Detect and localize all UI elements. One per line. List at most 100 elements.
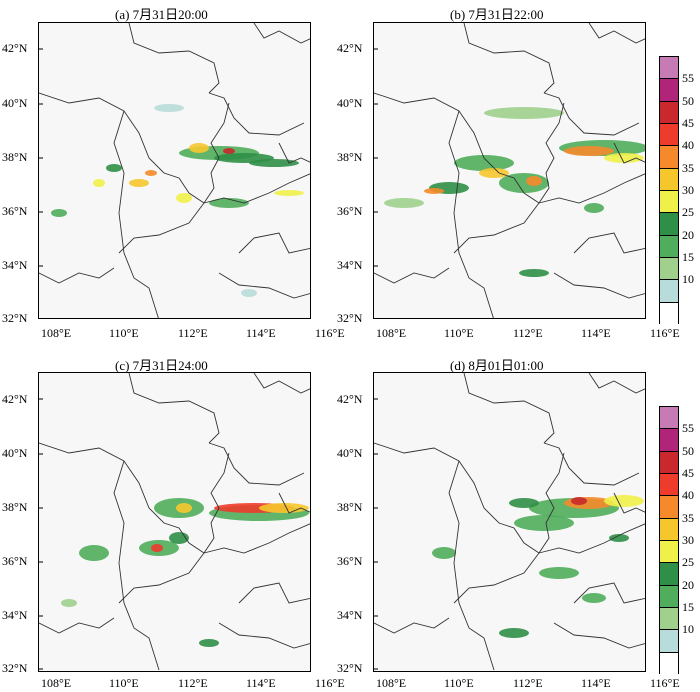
lat-label: 40°N (337, 446, 362, 461)
precipitation-area (106, 164, 122, 172)
colorbar-level-label: 45 (682, 466, 694, 481)
lat-label: 40°N (2, 96, 27, 111)
precipitation-area (51, 209, 67, 217)
lat-label: 42°N (337, 392, 362, 407)
precipitation-area (519, 269, 549, 277)
province-boundary (209, 443, 304, 485)
map-canvas (374, 373, 645, 671)
province-boundary (589, 373, 645, 393)
precipitation-area (424, 188, 444, 194)
province-boundary (119, 553, 204, 603)
lon-label: 112°E (178, 326, 208, 341)
lon-label: 114°E (581, 676, 611, 691)
lon-label: 108°E (376, 326, 406, 341)
precipitation-area (571, 497, 587, 505)
colorbar-cell (660, 79, 678, 101)
precipitation-area (151, 544, 163, 552)
lat-label: 36°N (337, 554, 362, 569)
precipitation-area (176, 503, 192, 513)
precipitation-area (249, 159, 299, 167)
colorbar-cell (660, 653, 678, 675)
precipitation-area (604, 153, 644, 163)
precipitation-area (189, 143, 209, 153)
colorbar-cell (660, 280, 678, 302)
map-canvas (39, 373, 310, 671)
colorbar-level-label: 55 (682, 421, 694, 436)
province-boundary (254, 23, 310, 43)
colorbar-cell (660, 124, 678, 146)
province-boundary (239, 583, 310, 603)
colorbar-cell (660, 146, 678, 168)
province-boundary (554, 623, 645, 648)
lon-label: 110°E (444, 326, 474, 341)
colorbar-cell (660, 258, 678, 280)
colorbar-cell (660, 303, 678, 325)
map-panel-a (38, 22, 311, 319)
province-boundary (374, 443, 539, 553)
map-panel-b (373, 22, 646, 319)
province-boundary (539, 173, 645, 203)
colorbar-cell (660, 541, 678, 563)
colorbar-level-label: 45 (682, 116, 694, 131)
colorbar-cell (660, 496, 678, 518)
lon-label: 112°E (513, 326, 543, 341)
colorbar-cell (660, 519, 678, 541)
map-canvas (39, 23, 310, 318)
province-boundary (114, 111, 159, 318)
lat-label: 42°N (2, 41, 27, 56)
lon-label: 116°E (650, 676, 680, 691)
lat-label: 34°N (2, 258, 27, 273)
precipitation-area (61, 599, 77, 607)
precipitation-area (484, 107, 564, 119)
province-boundary (454, 553, 539, 603)
colorbar-cell (660, 474, 678, 496)
province-boundary (219, 273, 310, 298)
lat-label: 42°N (337, 41, 362, 56)
colorbar-level-label: 10 (682, 272, 694, 287)
lon-label: 114°E (246, 676, 276, 691)
lat-label: 32°N (337, 661, 362, 676)
lat-label: 38°N (2, 500, 27, 515)
province-boundary (204, 523, 310, 553)
precipitation-area (199, 639, 219, 647)
lon-label: 116°E (315, 676, 345, 691)
province-boundary (374, 618, 449, 633)
lon-label: 116°E (315, 326, 345, 341)
lat-label: 32°N (2, 311, 27, 326)
province-boundary (464, 373, 554, 443)
precipitation-area (499, 628, 529, 638)
precipitation-area (241, 289, 257, 297)
precipitation-area (384, 198, 424, 208)
province-boundary (129, 373, 219, 443)
precipitation-area (154, 104, 184, 112)
precipitation-area (129, 179, 149, 187)
precipitation-area (176, 193, 192, 203)
lat-label: 34°N (337, 608, 362, 623)
lon-label: 114°E (581, 326, 611, 341)
lon-label: 112°E (513, 676, 543, 691)
province-boundary (204, 453, 229, 553)
lat-label: 38°N (337, 500, 362, 515)
province-boundary (374, 268, 449, 283)
map-panel-d (373, 372, 646, 672)
colorbar-cell (660, 407, 678, 429)
lon-label: 110°E (109, 326, 139, 341)
colorbar-level-label: 20 (682, 228, 694, 243)
colorbar-level-label: 55 (682, 71, 694, 86)
province-boundary (219, 623, 310, 648)
colorbar-level-label: 25 (682, 555, 694, 570)
lon-label: 110°E (444, 676, 474, 691)
colorbar-level-label: 10 (682, 622, 694, 637)
colorbar-cell (660, 57, 678, 79)
colorbar-level-label: 25 (682, 205, 694, 220)
lat-label: 40°N (337, 96, 362, 111)
colorbar-cell (660, 630, 678, 652)
precipitation-area (509, 498, 539, 508)
precipitation-area (584, 203, 604, 213)
lon-label: 112°E (178, 676, 208, 691)
precipitation-area (582, 593, 606, 603)
province-boundary (544, 443, 639, 485)
colorbar-level-label: 30 (682, 533, 694, 548)
colorbar-level-label: 15 (682, 250, 694, 265)
province-boundary (464, 23, 554, 93)
